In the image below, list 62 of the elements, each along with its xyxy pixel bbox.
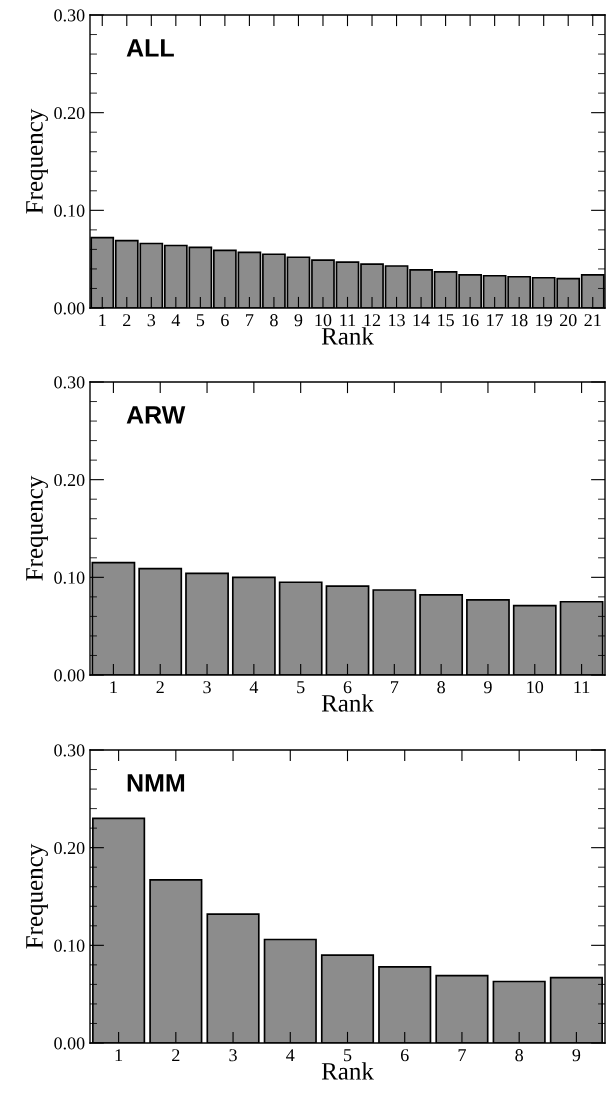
- x-tick-label: 15: [438, 314, 454, 327]
- annotation: ARW: [126, 406, 186, 424]
- x-tick-label: 11: [340, 314, 356, 327]
- x-tick-label: 4: [286, 1049, 295, 1062]
- y-tick-label: 0.20: [54, 841, 85, 855]
- x-tick-label: 10: [527, 681, 544, 694]
- x-tick-label: 14: [413, 314, 430, 327]
- x-tick-label: 20: [559, 314, 577, 327]
- x-tick-label: 19: [536, 314, 552, 327]
- x-axis-title: Rank: [321, 327, 374, 345]
- y-tick-label: 0.10: [54, 571, 85, 584]
- x-tick-label: 2: [172, 1049, 180, 1062]
- x-tick-label: 4: [249, 681, 259, 694]
- x-tick-label: 7: [246, 314, 254, 327]
- x-tick-label: 6: [400, 1049, 409, 1062]
- x-tick-label: 13: [389, 314, 405, 327]
- x-tick-label: 12: [364, 314, 381, 327]
- x-tick-label: 2: [156, 681, 164, 694]
- x-tick-label: 8: [270, 314, 278, 327]
- x-tick-label: 9: [484, 681, 492, 694]
- x-tick-label: 9: [294, 314, 303, 327]
- y-tick-label: 0.10: [54, 204, 85, 217]
- x-tick-label: 3: [147, 314, 156, 327]
- x-tick-label: 7: [390, 681, 399, 694]
- x-tick-label: 6: [221, 314, 229, 327]
- y-tick-label: 0.00: [54, 669, 85, 682]
- y-tick-label: 0.30: [54, 744, 85, 757]
- x-tick-label: 4: [171, 314, 181, 327]
- x-tick-label: 8: [515, 1049, 523, 1062]
- x-tick-label: 18: [511, 314, 528, 327]
- y-axis-title: Frequency: [26, 108, 48, 214]
- x-tick-label: 5: [297, 681, 305, 694]
- x-tick-label: 1: [115, 1049, 123, 1062]
- x-tick-label: 5: [196, 314, 205, 327]
- annotation: NMM: [127, 774, 185, 792]
- x-tick-label: 17: [487, 314, 504, 327]
- x-tick-label: 7: [458, 1049, 466, 1062]
- x-tick-label: 16: [462, 314, 479, 327]
- x-tick-label: 10: [315, 314, 332, 327]
- x-tick-label: 3: [203, 681, 211, 694]
- y-tick-label: 0.30: [54, 376, 85, 389]
- x-tick-label: 9: [572, 1049, 581, 1062]
- x-tick-label: 5: [344, 1049, 352, 1062]
- x-tick-label: 2: [123, 314, 131, 327]
- x-tick-label: 8: [437, 681, 445, 694]
- y-axis-title: Frequency: [26, 475, 48, 581]
- x-tick-label: 1: [110, 681, 117, 694]
- x-tick-label: 1: [99, 314, 106, 327]
- x-tick-label: 11: [574, 681, 590, 694]
- y-tick-label: 0.20: [54, 473, 85, 487]
- y-tick-label: 0.30: [54, 9, 85, 22]
- x-axis-title: Rank: [321, 694, 374, 712]
- x-tick-label: 21: [584, 314, 601, 327]
- y-axis-title: Frequency: [26, 843, 48, 949]
- x-axis-title: Rank: [321, 1062, 374, 1080]
- x-tick-label: 6: [343, 681, 352, 694]
- y-tick-label: 0.20: [54, 106, 85, 120]
- annotation: ALL: [126, 39, 174, 57]
- y-tick-label: 0.00: [54, 302, 85, 315]
- x-tick-label: 3: [229, 1049, 237, 1062]
- y-tick-label: 0.00: [54, 1037, 85, 1050]
- y-tick-label: 0.10: [54, 939, 85, 952]
